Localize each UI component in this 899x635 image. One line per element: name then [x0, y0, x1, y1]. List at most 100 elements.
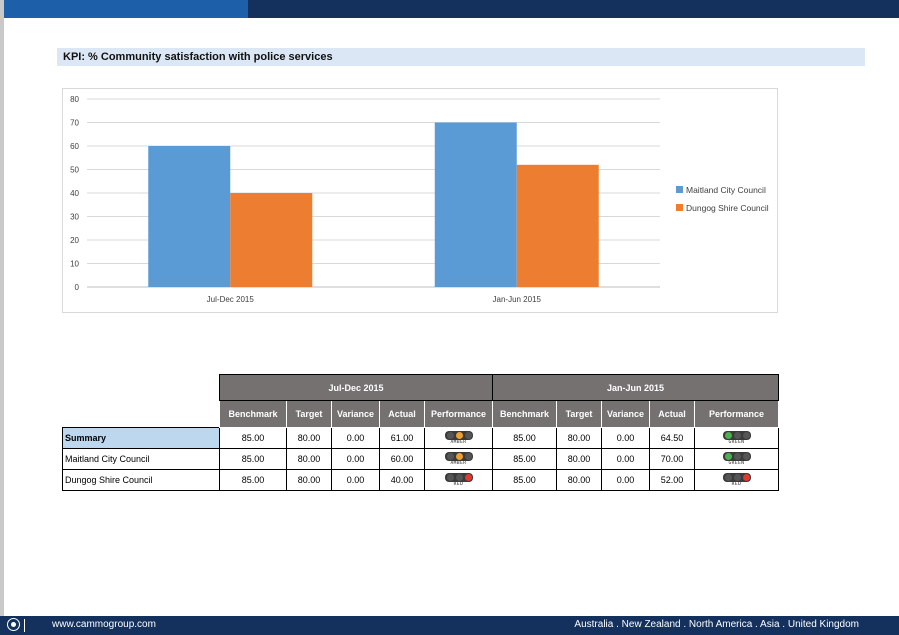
footer-divider: [24, 619, 25, 632]
col-variance-1: Variance: [331, 400, 380, 428]
traffic-lamp: [733, 474, 741, 481]
performance-cell: GREEN: [694, 427, 779, 449]
traffic-lamp: [464, 453, 472, 460]
table-column-header-row: Benchmark Target Variance Actual Perform…: [62, 400, 779, 428]
y-tick-label: 20: [70, 236, 79, 245]
benchmark-cell: 85.00: [219, 427, 287, 449]
col-performance-1: Performance: [424, 400, 493, 428]
benchmark-cell: 85.00: [492, 469, 557, 491]
footer-website-link[interactable]: www.cammogroup.com: [52, 619, 156, 630]
col-benchmark-1: Benchmark: [219, 400, 287, 428]
performance-cell: GREEN: [694, 448, 779, 470]
traffic-lamp: [733, 453, 741, 460]
y-tick-label: 0: [75, 283, 80, 292]
legend-swatch: [676, 186, 683, 193]
table-row: Dungog Shire Council 85.00 80.00 0.00 40.00 R…: [62, 469, 779, 491]
traffic-light-icon: GREEN: [722, 431, 751, 445]
company-logo-icon: [7, 618, 20, 631]
row-label: Summary: [62, 427, 220, 449]
x-tick-label: Jan-Jun 2015: [493, 295, 542, 304]
actual-cell: 70.00: [649, 448, 695, 470]
col-target-1: Target: [286, 400, 332, 428]
table-corner: [62, 374, 220, 401]
x-tick-label: Jul-Dec 2015: [207, 295, 255, 304]
header-banner-accent: [4, 0, 248, 18]
variance-cell: 0.00: [331, 469, 380, 491]
target-cell: 80.00: [556, 427, 602, 449]
period-header-2: Jan-Jun 2015: [492, 374, 779, 401]
variance-cell: 0.00: [601, 427, 650, 449]
target-cell: 80.00: [556, 448, 602, 470]
legend-label: Maitland City Council: [686, 185, 766, 195]
row-label: Dungog Shire Council: [62, 469, 220, 491]
actual-cell: 61.00: [379, 427, 425, 449]
traffic-lamp: [724, 474, 732, 481]
kpi-table: Jul-Dec 2015 Jan-Jun 2015 Benchmark Targ…: [62, 374, 779, 491]
y-tick-label: 30: [70, 213, 79, 222]
bar-series-2: [230, 193, 313, 287]
benchmark-cell: 85.00: [492, 448, 557, 470]
target-cell: 80.00: [286, 469, 332, 491]
traffic-lamp: [464, 432, 472, 439]
performance-status: RED: [731, 482, 742, 487]
traffic-lamp: [742, 474, 750, 481]
traffic-lamp: [446, 432, 454, 439]
traffic-lamp: [724, 453, 732, 460]
col-performance-2: Performance: [694, 400, 779, 428]
legend-label: Dungog Shire Council: [686, 203, 769, 213]
actual-cell: 40.00: [379, 469, 425, 491]
traffic-light-icon: RED: [444, 473, 473, 487]
header-banner: [4, 0, 899, 18]
performance-status: RED: [453, 482, 464, 487]
traffic-lamp: [733, 432, 741, 439]
performance-cell: AMBER: [424, 448, 493, 470]
performance-status: GREEN: [728, 440, 745, 445]
table-body: Summary 85.00 80.00 0.00 61.00 AMBER 85.00 80.0…: [62, 427, 779, 491]
traffic-light-icon: AMBER: [444, 452, 473, 466]
benchmark-cell: 85.00: [219, 469, 287, 491]
traffic-lamp: [455, 474, 463, 481]
target-cell: 80.00: [556, 469, 602, 491]
chart-canvas: 0 10 20 30 40 50 60 70 80 Jul-Dec 2015 Jan-Jun 201…: [70, 95, 769, 304]
bar-series-2: [516, 164, 599, 287]
y-tick-label: 70: [70, 119, 79, 128]
traffic-lamp: [455, 432, 463, 439]
traffic-lamp: [446, 474, 454, 481]
actual-cell: 60.00: [379, 448, 425, 470]
bar-series-1: [148, 146, 231, 287]
footer-regions: Australia . New Zealand . North America …: [574, 619, 859, 630]
performance-status: AMBER: [450, 440, 467, 445]
bar-chart: 0 10 20 30 40 50 60 70 80 Jul-Dec 2015 Jan-Jun 201…: [62, 88, 778, 313]
traffic-lamp: [742, 453, 750, 460]
traffic-lamp: [724, 432, 732, 439]
col-target-2: Target: [556, 400, 602, 428]
traffic-light-icon: GREEN: [722, 452, 751, 466]
col-benchmark-2: Benchmark: [492, 400, 557, 428]
col-variance-2: Variance: [601, 400, 650, 428]
traffic-lamp: [446, 453, 454, 460]
variance-cell: 0.00: [331, 427, 380, 449]
variance-cell: 0.00: [331, 448, 380, 470]
table-row: Maitland City Council 85.00 80.00 0.00 60.00…: [62, 448, 779, 470]
performance-cell: RED: [424, 469, 493, 491]
table-period-header-row: Jul-Dec 2015 Jan-Jun 2015: [62, 374, 779, 401]
performance-cell: RED: [694, 469, 779, 491]
variance-cell: 0.00: [601, 448, 650, 470]
table-row: Summary 85.00 80.00 0.00 61.00 AMBER 85.00 80.0…: [62, 427, 779, 449]
performance-status: GREEN: [728, 461, 745, 466]
col-actual-1: Actual: [379, 400, 425, 428]
footer-banner: www.cammogroup.com Australia . New Zeala…: [0, 616, 899, 635]
page-title: KPI: % Community satisfaction with polic…: [57, 48, 865, 66]
y-tick-label: 50: [70, 166, 79, 175]
target-cell: 80.00: [286, 448, 332, 470]
traffic-light-icon: AMBER: [444, 431, 473, 445]
actual-cell: 52.00: [649, 469, 695, 491]
variance-cell: 0.00: [601, 469, 650, 491]
y-tick-label: 10: [70, 260, 79, 269]
benchmark-cell: 85.00: [219, 448, 287, 470]
page-edge: [0, 0, 4, 635]
row-label: Maitland City Council: [62, 448, 220, 470]
legend-swatch: [676, 204, 683, 211]
bar-series-1: [434, 122, 517, 287]
target-cell: 80.00: [286, 427, 332, 449]
